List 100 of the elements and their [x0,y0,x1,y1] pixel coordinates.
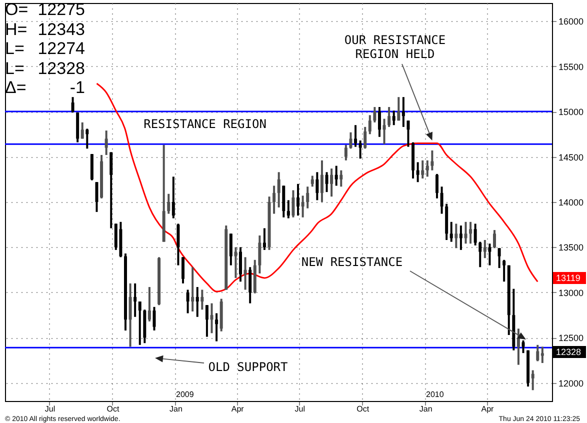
x-tick-label: Jul [44,404,56,414]
y-tick-label: 13000 [558,288,584,298]
annotation: H= 12343 [5,20,85,39]
x-tick-label: Oct [356,404,370,414]
x-tick-label: Jan [170,404,182,414]
candlestick [536,344,540,362]
candlestick [244,256,247,291]
candlestick [349,131,352,150]
text: 12328 [556,347,582,357]
y-tick-label: 13500 [558,242,584,253]
candlestick [531,369,534,392]
candlestick [488,242,492,266]
x-tick-label: Apr [481,404,494,414]
candlestick [181,256,184,284]
candlestick [334,164,338,187]
candlestick [388,106,391,128]
candlestick [186,288,190,314]
candlestick [474,222,477,246]
annotation: OUR RESISTANCE REGION HELD [344,33,446,61]
candlestick [382,118,386,146]
candlestick [110,151,113,230]
candlestick [167,192,170,215]
y-tick-label: 14500 [558,152,584,162]
candlestick [104,130,108,156]
candlestick [205,304,208,338]
candlestick [296,182,300,217]
candlestick [483,238,486,260]
candlestick [416,161,420,184]
candlestick [316,171,319,202]
candlestick [454,222,458,250]
candlestick [516,328,520,366]
candlestick [86,128,89,150]
candlestick [306,186,310,210]
candlestick [358,139,362,160]
candlestick [272,184,276,215]
candlestick [301,194,304,218]
candlestick [492,229,496,250]
candlestick [292,189,295,218]
candlestick [258,234,262,274]
candlestick [215,312,218,342]
candlestick [71,96,74,114]
y-tick-label: 12500 [558,333,584,344]
annotation: OLD SUPPORT [208,360,288,374]
candlestick [200,288,204,311]
candlestick [95,181,98,213]
candlestick [234,246,238,279]
candlestick [498,247,501,270]
candlestick [354,124,358,148]
annotation: 2010 [426,390,444,399]
candlestick [373,106,376,124]
candlestick [364,126,367,150]
candlestick [397,96,400,122]
text: Δ= -1 [5,78,85,97]
candlestick [286,199,290,220]
candlestick [191,266,194,312]
candlestick [368,114,372,136]
candlestick [340,169,343,188]
candlestick [402,96,405,128]
x-tick-label: Jan [419,404,432,414]
y-tick-label: 14000 [558,198,584,208]
candlestick [522,339,525,354]
candlestick [540,346,544,364]
candlestick [440,186,444,215]
candlestick [459,224,462,251]
candlestick [469,220,472,245]
text: 13119 [556,273,580,283]
candlestick [430,149,434,172]
candlestick [478,240,482,268]
annotation: L= 12274 [5,39,85,58]
candlestick [406,120,410,148]
candlestick [310,174,314,188]
candlestick [421,159,424,180]
y-tick-label: 15000 [558,107,584,118]
annotation: L= 12328 [5,59,85,78]
candlestick [138,300,142,346]
candlestick [450,220,453,243]
candlestick [176,222,180,266]
annotation: NEW RESISTANCE [301,255,403,269]
candlestick [248,266,252,304]
x-tick-label: Jul [294,404,306,414]
candlestick [426,159,429,178]
candlestick [196,286,199,318]
candlestick [435,172,438,200]
candlestick [152,306,156,332]
candlestick [172,176,175,220]
y-tick-label: 16000 [558,16,584,27]
candlestick [229,232,232,266]
candlestick [262,227,266,251]
candlestick [128,282,132,348]
candlestick [80,121,84,140]
y-tick-label: 12000 [558,378,584,388]
candlestick [464,220,468,245]
candlestick [392,110,396,126]
annotation: RESISTANCE REGION [144,117,266,131]
candlestick [320,159,324,203]
candlestick [148,286,151,322]
candlestick [210,302,214,334]
candlestick [502,258,506,283]
candlestick [134,282,137,318]
line-series [96,82,538,292]
